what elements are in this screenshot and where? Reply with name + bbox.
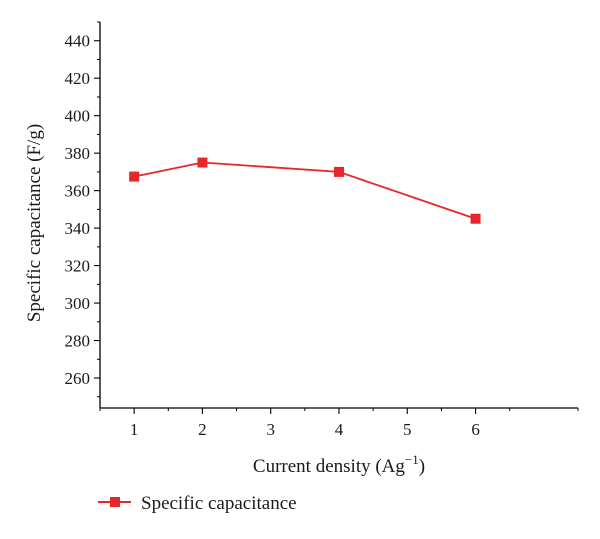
legend-label: Specific capacitance <box>141 493 297 514</box>
y-tick-label: 360 <box>65 182 91 201</box>
x-axis-title-main: Current density (Ag <box>253 456 405 477</box>
y-tick-label: 440 <box>65 32 91 51</box>
data-point-marker <box>129 171 140 182</box>
y-tick-label: 280 <box>65 332 91 351</box>
tick-marks <box>94 21 579 414</box>
x-tick-label: 5 <box>403 420 412 439</box>
axes <box>99 22 578 409</box>
x-tick-label: 6 <box>471 420 480 439</box>
tick-labels: 260 280 300 320 340 360 380 400 420 440 1 2 3 4 5 6 <box>65 32 480 439</box>
data-point-marker <box>197 157 208 168</box>
y-tick-label: 400 <box>65 107 91 126</box>
y-tick-label: 380 <box>65 144 91 163</box>
y-tick-label: 320 <box>65 257 91 276</box>
y-axis-title: Specific capacitance (F/g) <box>24 124 45 322</box>
data-point-marker <box>470 213 481 224</box>
y-tick-label: 420 <box>65 69 91 88</box>
y-tick-label: 260 <box>65 369 91 388</box>
data-point-marker <box>334 166 344 177</box>
x-axis-title-suffix: ) <box>419 456 425 477</box>
data-point-markers <box>129 157 481 224</box>
y-tick-label: 300 <box>65 294 91 313</box>
legend: Specific capacitance <box>98 493 297 514</box>
y-tick-label: 340 <box>65 219 91 238</box>
x-tick-label: 1 <box>130 420 139 439</box>
x-tick-label: 4 <box>335 420 344 439</box>
x-tick-label: 3 <box>266 420 275 439</box>
x-axis-title: Current density (Ag−1) <box>253 452 425 477</box>
specific-capacitance-line <box>133 161 476 220</box>
x-axis-title-superscript: −1 <box>405 452 419 467</box>
x-tick-label: 2 <box>198 420 207 439</box>
legend-marker-swatch <box>110 497 120 507</box>
series-lines <box>133 161 476 220</box>
